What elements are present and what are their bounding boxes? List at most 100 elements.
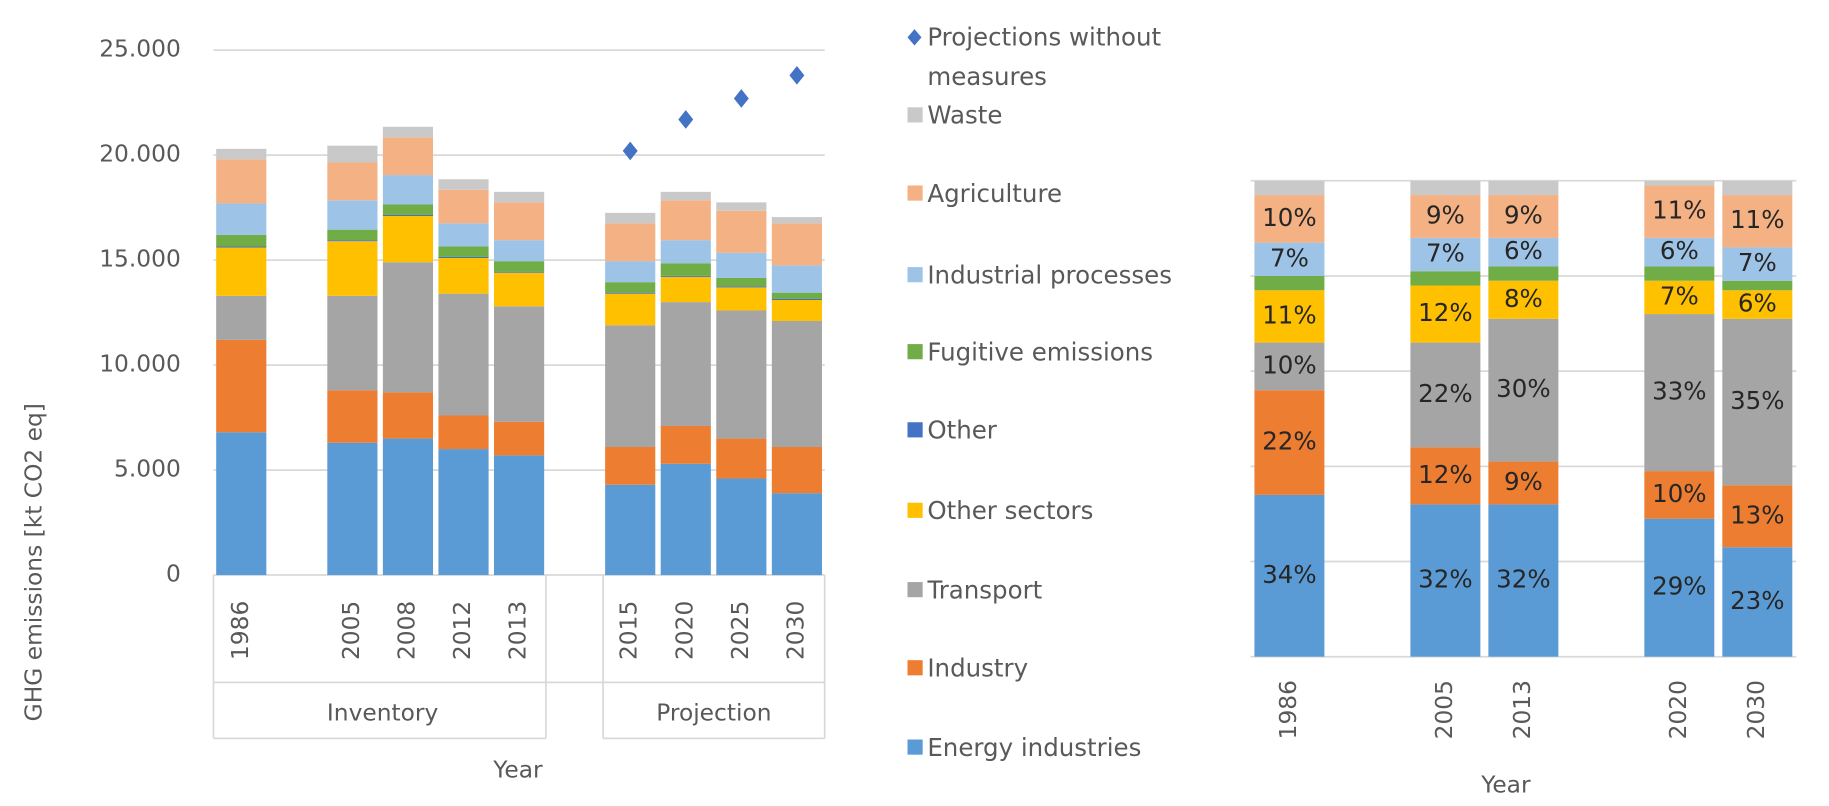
bar-segment bbox=[771, 292, 822, 299]
data-label: 6% bbox=[1504, 236, 1543, 265]
bar-segment bbox=[1254, 494, 1325, 657]
bar-segment bbox=[382, 438, 434, 576]
data-label: 11% bbox=[1262, 300, 1316, 329]
data-label: 32% bbox=[1496, 565, 1550, 594]
bar-segment bbox=[438, 415, 489, 450]
data-label: 32% bbox=[1418, 565, 1472, 594]
bar-segment bbox=[494, 272, 545, 307]
bar-segment bbox=[716, 287, 767, 311]
bar-segment bbox=[382, 137, 434, 176]
legend-label: Transport bbox=[927, 576, 1043, 605]
bar-segment bbox=[1644, 266, 1715, 281]
legend-swatch bbox=[907, 502, 923, 518]
legend-label: Projections without measures bbox=[927, 23, 1162, 91]
legend-swatch bbox=[907, 107, 923, 123]
bar-segment bbox=[660, 463, 711, 576]
bar-segment bbox=[1644, 518, 1715, 657]
bar-segment bbox=[494, 191, 545, 203]
data-label: 7% bbox=[1426, 239, 1465, 268]
x-axis-label: Year bbox=[1480, 772, 1531, 799]
bar-segment bbox=[1488, 280, 1559, 319]
data-label: 8% bbox=[1504, 284, 1543, 313]
legend-label: Agriculture bbox=[927, 179, 1063, 208]
x-tick-label: 2015 bbox=[616, 601, 643, 660]
bar-segment bbox=[438, 246, 489, 257]
bar-segment bbox=[1722, 318, 1793, 486]
bar-segment bbox=[660, 275, 711, 277]
bar-segment bbox=[660, 276, 711, 303]
bar-segment bbox=[1488, 461, 1559, 505]
bar-segment bbox=[716, 252, 767, 278]
bar-segment bbox=[1644, 280, 1715, 315]
bar-segment bbox=[327, 241, 378, 296]
y-tick-label: 0 bbox=[166, 561, 181, 588]
bar-segment bbox=[438, 189, 489, 224]
bar-segment bbox=[382, 204, 434, 215]
bar-segment bbox=[1722, 195, 1793, 248]
bar-segment bbox=[771, 321, 822, 447]
data-label: 13% bbox=[1730, 500, 1784, 529]
bar-segment bbox=[1410, 237, 1481, 272]
legend-swatch bbox=[907, 660, 923, 676]
legend-item: Other sectors bbox=[927, 497, 1093, 525]
marker bbox=[678, 110, 694, 129]
bar-segment bbox=[1644, 180, 1715, 186]
bar-segment bbox=[1254, 275, 1325, 291]
marker bbox=[622, 141, 638, 161]
data-label: 29% bbox=[1652, 572, 1706, 601]
bar-segment bbox=[771, 298, 822, 301]
bar-segment bbox=[1644, 185, 1715, 238]
bar-segment bbox=[716, 202, 767, 211]
bar-segment bbox=[438, 256, 489, 259]
bar-segment bbox=[605, 325, 656, 447]
data-label: 11% bbox=[1652, 196, 1706, 225]
bar-segment bbox=[1254, 342, 1325, 391]
bar-segment bbox=[605, 223, 656, 262]
legend-label: Industrial processes bbox=[927, 261, 1172, 290]
data-label: 22% bbox=[1262, 427, 1316, 456]
bar-segment bbox=[438, 449, 489, 576]
data-label: 23% bbox=[1730, 586, 1784, 615]
bar-segment bbox=[605, 212, 656, 224]
legend-swatch bbox=[907, 344, 923, 360]
bar-segment bbox=[1488, 504, 1559, 657]
data-label: 10% bbox=[1652, 479, 1706, 508]
data-label: 35% bbox=[1730, 386, 1784, 415]
bar-segment bbox=[438, 258, 489, 294]
bar-segment bbox=[605, 261, 656, 283]
x-tick-label: 2005 bbox=[338, 601, 365, 660]
data-label: 10% bbox=[1262, 350, 1316, 379]
bar-segment bbox=[660, 191, 711, 201]
legend-swatch bbox=[907, 422, 923, 438]
x-tick-label: 2030 bbox=[782, 601, 809, 660]
bar-segment bbox=[494, 261, 545, 272]
x-tick-label: 2030 bbox=[1743, 680, 1770, 739]
bar-segment bbox=[716, 478, 767, 576]
bar-segment bbox=[1410, 285, 1481, 343]
bar-segment bbox=[771, 446, 822, 494]
group-frame bbox=[212, 575, 826, 740]
legend-label: Fugitive emissions bbox=[927, 338, 1154, 367]
bar-segment bbox=[1488, 318, 1559, 462]
x-tick-label: 2013 bbox=[1509, 680, 1536, 739]
data-label: 6% bbox=[1738, 289, 1777, 318]
data-label: 12% bbox=[1418, 460, 1472, 489]
bar-segment bbox=[1488, 180, 1559, 196]
x-tick-label: 2013 bbox=[505, 601, 532, 660]
bar-segment bbox=[1722, 247, 1793, 281]
bar-segment bbox=[771, 223, 822, 266]
bar-segment bbox=[327, 442, 378, 576]
bar-segment bbox=[327, 200, 378, 230]
bar-segment bbox=[494, 240, 545, 262]
group-label: Projection bbox=[656, 699, 771, 726]
legend-label: Energy industries bbox=[927, 733, 1142, 762]
legend-swatch bbox=[907, 739, 923, 755]
bar-segment bbox=[660, 263, 711, 276]
y-tick-label: 20.000 bbox=[99, 141, 181, 168]
data-label: 11% bbox=[1730, 205, 1784, 234]
bar-segment bbox=[605, 293, 656, 326]
y-axis-label: GHG emissions [kt CO2 eq] bbox=[21, 403, 48, 721]
data-label: 7% bbox=[1270, 243, 1309, 272]
